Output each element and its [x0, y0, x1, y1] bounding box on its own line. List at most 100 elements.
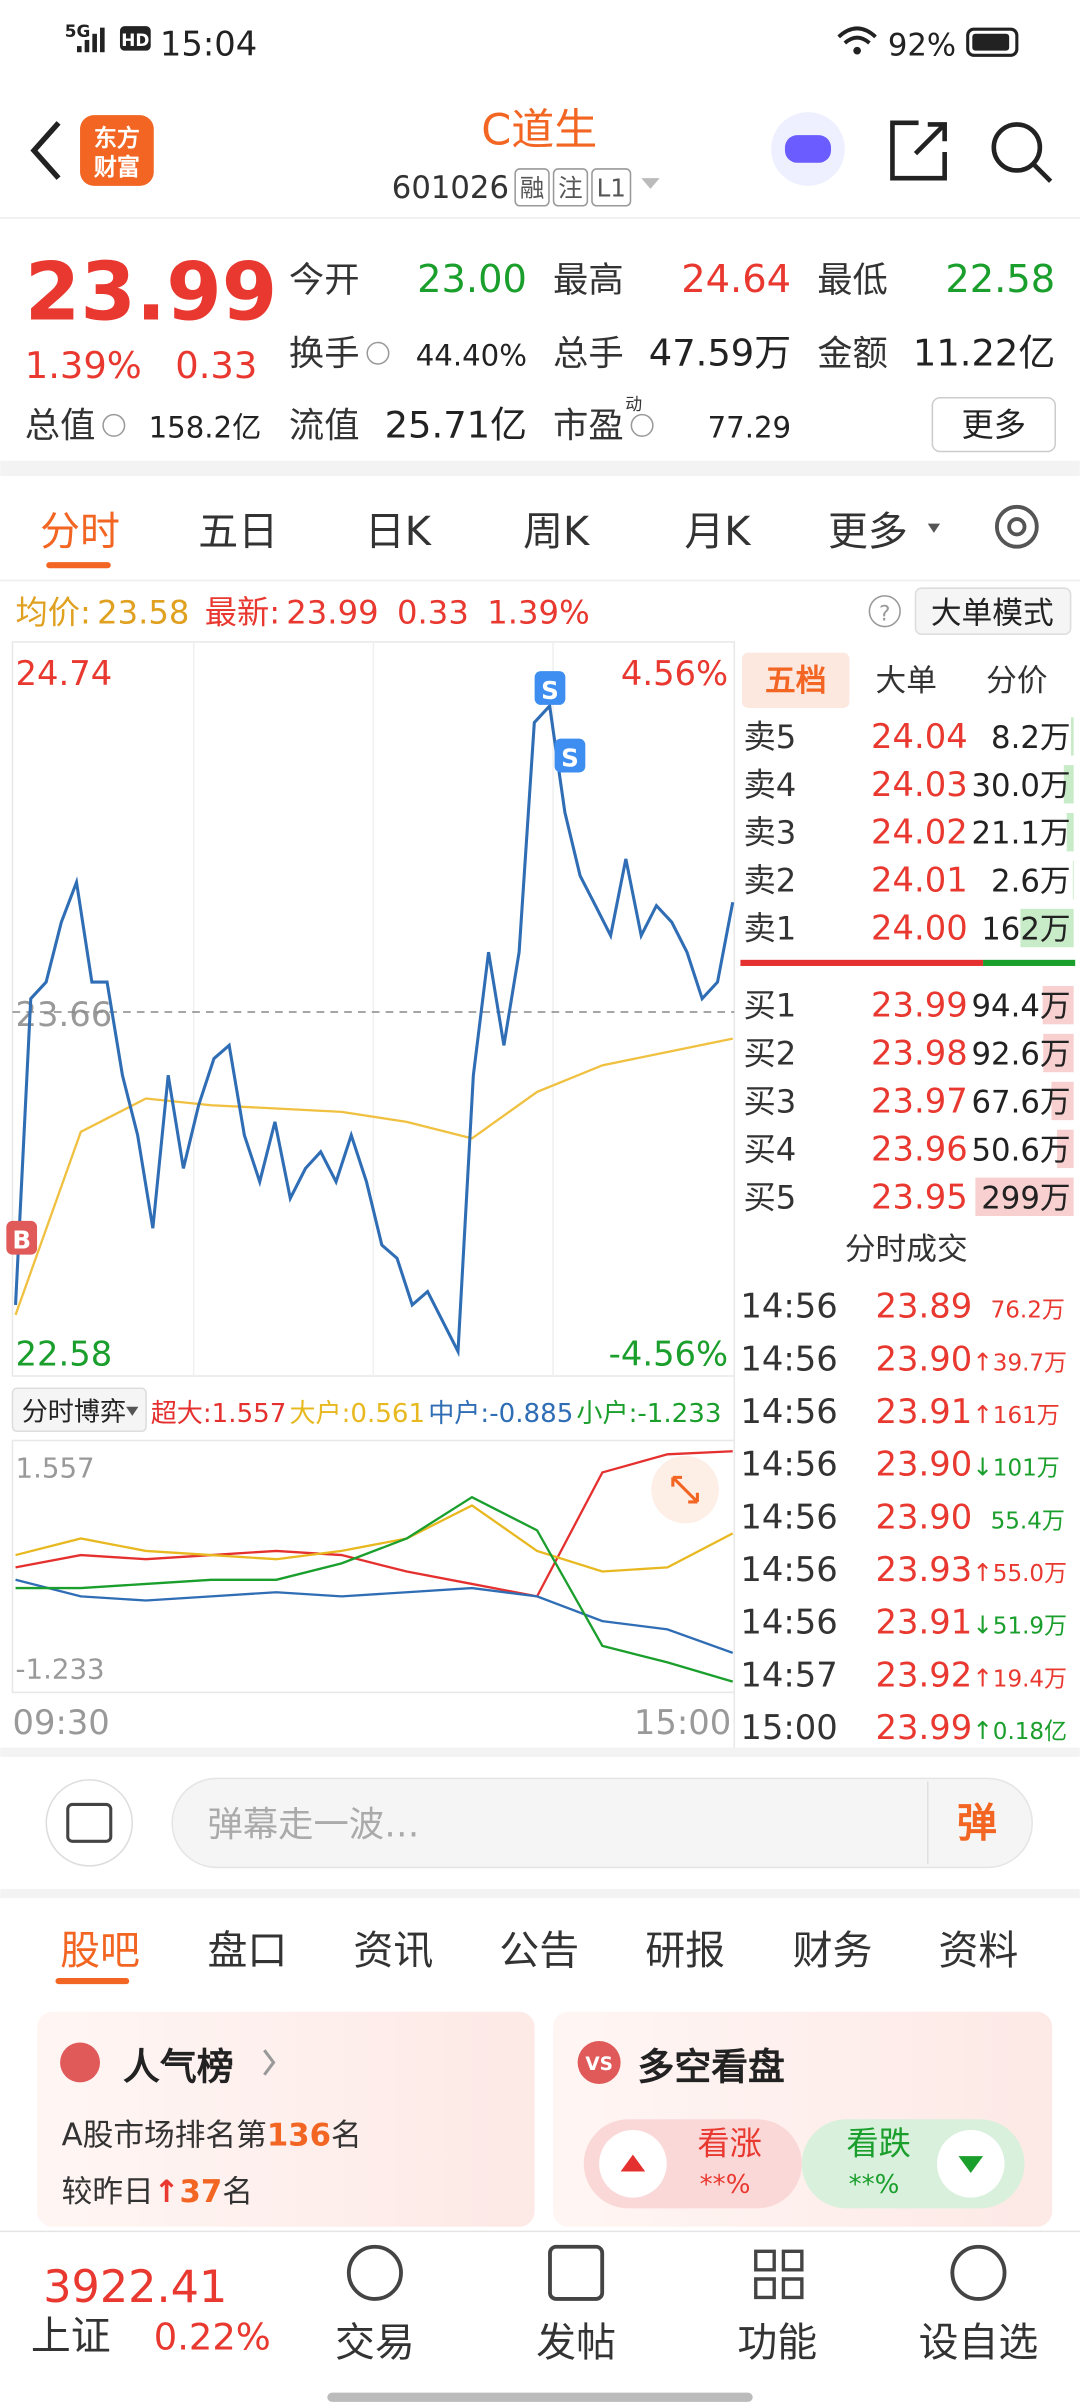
info-avg-label: 均价:	[16, 594, 91, 632]
active-tab-bg	[741, 652, 850, 708]
chart-tab[interactable]: 周K	[523, 509, 590, 555]
wifi-dot	[853, 46, 861, 55]
section-tab[interactable]: 股吧	[60, 1928, 140, 1974]
bull-pct: **%	[700, 2170, 751, 2200]
clock: 15:04	[160, 24, 257, 63]
trade-marker	[6, 1220, 38, 1255]
danmaku-send[interactable]: 弹	[957, 1801, 997, 1847]
trade-marker-label: S	[561, 743, 579, 772]
flow-selector-label[interactable]: 分时博弈	[22, 1398, 126, 1428]
stat-label: 今开	[289, 260, 360, 301]
chart-tab[interactable]: 分时	[40, 509, 120, 555]
popularity-card[interactable]	[37, 2011, 535, 2227]
bull-label[interactable]: 看涨	[697, 2125, 762, 2163]
stock-tag: L1	[597, 174, 626, 203]
danmaku-toggle[interactable]	[45, 1779, 134, 1867]
chart-tab[interactable]: 日K	[365, 509, 432, 555]
section-tab[interactable]: 资料	[939, 1928, 1019, 1974]
section-tab[interactable]: 盘口	[208, 1928, 288, 1974]
section-underline	[55, 1978, 130, 1985]
trade-price: 23.89	[876, 1287, 973, 1326]
stock-code: 601026	[392, 170, 509, 206]
app-logo	[80, 115, 154, 186]
card-text: A股市场排名第	[62, 2117, 267, 2153]
danmaku-placeholder[interactable]: 弹幕走一波…	[208, 1805, 420, 1846]
card-title: 多空看盘	[638, 2045, 785, 2088]
chart-tab[interactable]: 更多	[828, 509, 908, 555]
help-label[interactable]: ?	[879, 601, 890, 626]
trade-price: 23.90	[876, 1445, 973, 1484]
signal-bar	[92, 33, 97, 53]
home-indicator	[327, 2392, 753, 2402]
trade-volume: 101万	[993, 1456, 1060, 1482]
chart-tab[interactable]: 月K	[684, 509, 751, 555]
trade-volume: 51.9万	[993, 1614, 1067, 1640]
book-balance-ask	[983, 959, 1076, 966]
book-tab[interactable]: 分价	[986, 663, 1047, 699]
search-icon[interactable]	[991, 122, 1043, 173]
danmaku-input[interactable]	[171, 1777, 1033, 1869]
more-button-label[interactable]: 更多	[962, 406, 1027, 444]
rank: 136	[267, 2117, 331, 2153]
book-volume: 162万	[981, 912, 1070, 948]
stat-label: 流值	[289, 406, 360, 447]
volume-bar	[1042, 985, 1074, 1025]
trade-time: 14:56	[740, 1445, 837, 1484]
legend-value: 1.557	[212, 1399, 287, 1429]
section-tab[interactable]: 资讯	[353, 1928, 433, 1974]
stat-label: 市盈	[553, 406, 624, 447]
nav-item[interactable]: 设自选	[919, 2320, 1039, 2366]
book-tab[interactable]: 五档	[765, 663, 826, 699]
stat-label: 最低	[817, 260, 888, 301]
trade-arrow: ↑	[972, 1663, 993, 1692]
trade-time: 14:57	[740, 1655, 837, 1694]
chart-tab[interactable]: 五日	[198, 509, 278, 555]
stat-label: 总手	[553, 334, 624, 375]
section-tab[interactable]: 研报	[645, 1928, 725, 1974]
trade-marker-label: S	[541, 676, 559, 705]
tag-box	[552, 168, 589, 207]
series-line	[14, 702, 735, 1358]
trade-arrow: ↓	[972, 1453, 993, 1482]
trade-price: 23.90	[876, 1339, 973, 1378]
hd: HD	[121, 30, 149, 50]
tab-underline	[46, 562, 111, 569]
book-tab[interactable]: 大单	[876, 663, 937, 699]
index-value[interactable]: 3922.41	[43, 2261, 227, 2313]
help-icon[interactable]	[868, 595, 901, 628]
trade-volume: 0.18亿	[993, 1719, 1067, 1745]
more-button[interactable]	[931, 396, 1057, 453]
share-icon[interactable]	[890, 120, 947, 181]
info-latest: 23.99	[286, 594, 378, 632]
stock-tag: 注	[558, 174, 583, 203]
book-volume: 8.2万	[991, 720, 1071, 756]
mode-button[interactable]	[914, 587, 1072, 636]
watchlist-icon	[950, 2244, 1007, 2301]
legend-name: 小户:	[576, 1399, 637, 1429]
nav-item[interactable]: 功能	[737, 2320, 817, 2366]
nav-item[interactable]: 发帖	[536, 2320, 616, 2366]
mode-label[interactable]: 大单模式	[931, 596, 1054, 632]
section-tab[interactable]: 财务	[793, 1928, 873, 1974]
stat-value: 11.22亿	[913, 332, 1055, 375]
trade-marker	[534, 671, 566, 705]
back-icon[interactable]	[30, 121, 61, 180]
bear-label[interactable]: 看跌	[846, 2125, 911, 2163]
volume-bar	[975, 1177, 1074, 1216]
stat-value: 22.58	[945, 257, 1055, 302]
network: 5G	[65, 21, 91, 41]
book-volume: 299万	[981, 1180, 1070, 1216]
trade-arrow: ↑	[972, 1400, 993, 1429]
series-line	[15, 1578, 734, 1654]
trade-time: 14:56	[740, 1339, 837, 1378]
section-tab[interactable]: 公告	[499, 1928, 579, 1974]
signal-bar	[84, 39, 90, 53]
settings-icon[interactable]	[994, 504, 1039, 549]
x-tick-label: 15:00	[634, 1703, 731, 1742]
flow-selector[interactable]	[11, 1387, 147, 1433]
search-icon-handle	[1032, 162, 1053, 183]
nav-item[interactable]: 交易	[335, 2320, 415, 2366]
trade-icon	[346, 2244, 403, 2301]
rank-arrow: ↑	[154, 2174, 180, 2210]
